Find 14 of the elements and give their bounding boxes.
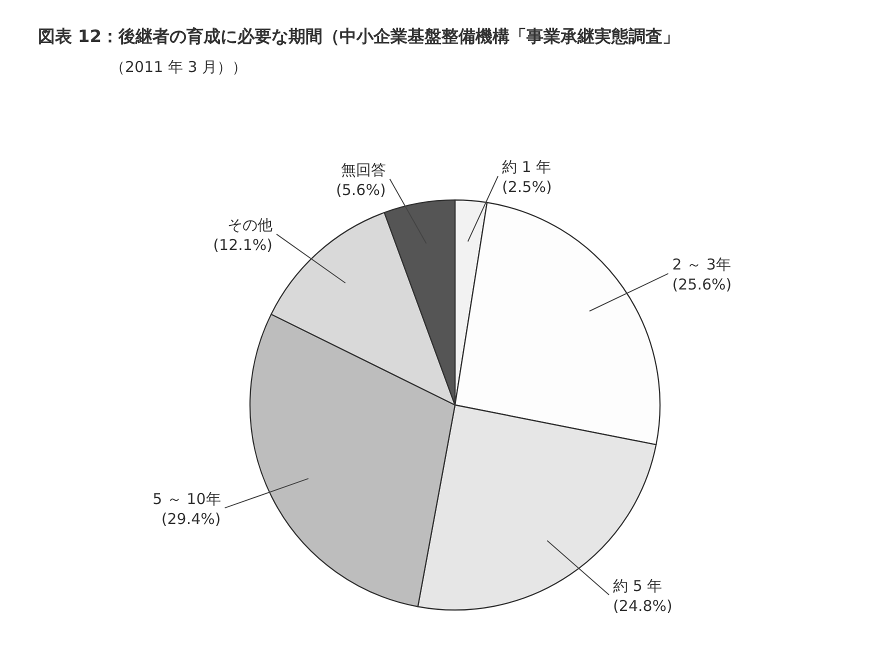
data-label: (24.8%) [613,596,672,615]
slice-label: 5 ～ 10年 [152,490,221,508]
slice-label: その他 [228,216,273,234]
data-label: (5.6%) [336,180,386,199]
data-label: (29.4%) [161,510,221,528]
data-label: (25.6%) [672,276,732,294]
chart-subtitle: （2011 年 3 月）） [110,58,248,76]
slice-label: 約 1 年 [502,158,552,176]
data-label: (2.5%) [502,178,552,196]
chart-title: 図表 12：後継者の育成に必要な期間（中小企業基盤整備機構「事業承継実態調査」 [38,26,680,47]
slice-label: 2 ～ 3年 [672,256,731,274]
slice-label: 無回答 [340,160,386,179]
data-label: (12.1%) [213,236,273,254]
slice-label: 約 5 年 [613,576,662,595]
